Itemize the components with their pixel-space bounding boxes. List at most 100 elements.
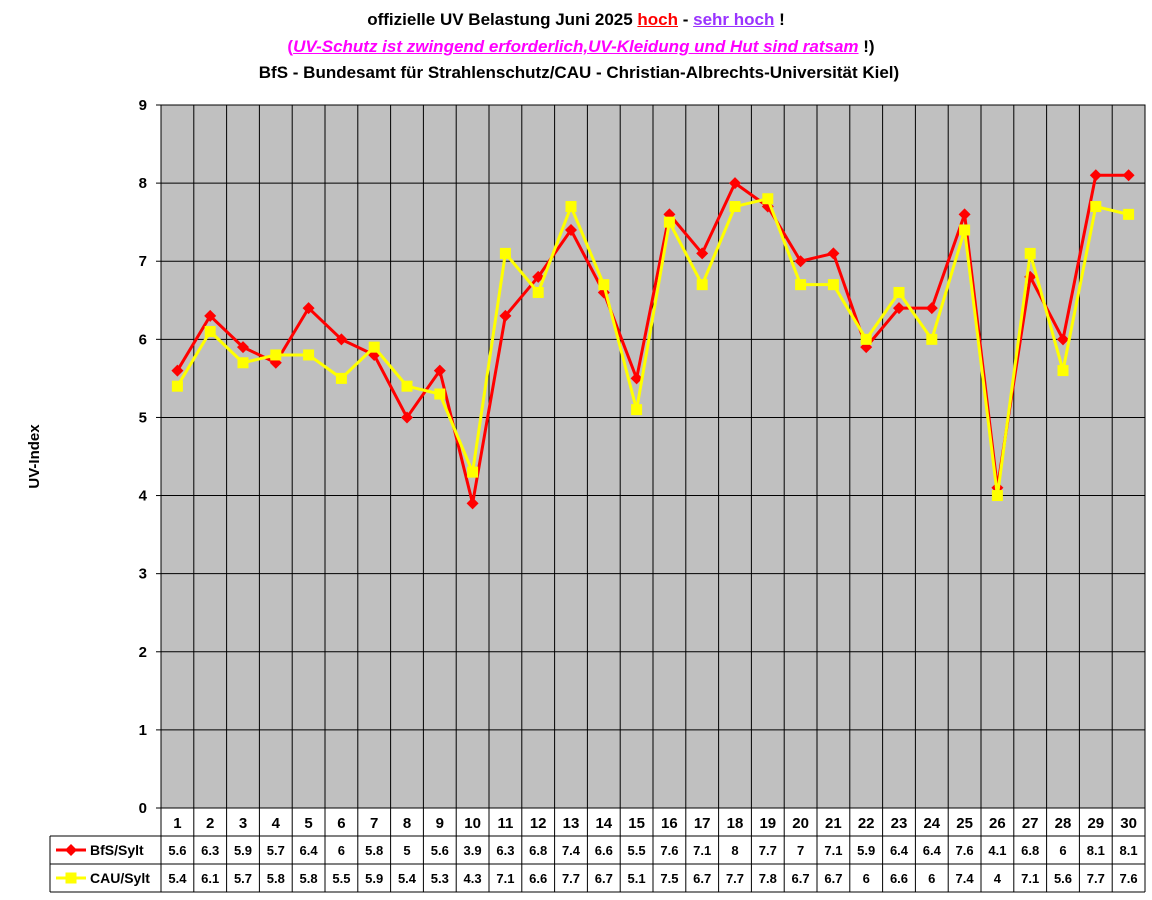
cau-point <box>335 372 347 384</box>
bfs-point <box>827 247 840 260</box>
cau-point <box>171 380 183 392</box>
table-value: 7.5 <box>660 871 678 886</box>
table-value: 6 <box>1059 843 1066 858</box>
chart-title-line1: offizielle UV Belastung Juni 2025 hoch -… <box>0 10 1152 30</box>
cau-point <box>631 404 643 416</box>
series-line-bfs <box>176 173 1129 505</box>
cau-point <box>959 224 971 236</box>
table-value: 6.4 <box>923 843 942 858</box>
cau-point <box>598 279 610 291</box>
cau-point <box>729 201 741 213</box>
y-tick-label: 6 <box>139 331 147 348</box>
bfs-point <box>794 255 807 268</box>
table-value: 5.8 <box>300 871 318 886</box>
x-tick-label: 10 <box>464 815 481 832</box>
x-tick-label: 6 <box>337 815 345 832</box>
table-value: 5.5 <box>628 843 646 858</box>
x-tick-label: 9 <box>436 815 444 832</box>
table-value: 6.4 <box>300 843 319 858</box>
cau-point <box>467 466 479 478</box>
table-value: 6 <box>863 871 870 886</box>
table-value: 7.6 <box>660 843 678 858</box>
bfs-point <box>204 309 217 322</box>
table-value: 6.6 <box>529 871 547 886</box>
cau-point <box>795 279 807 291</box>
cau-point <box>663 216 675 228</box>
cau-point <box>270 349 282 361</box>
table-value: 8 <box>731 843 738 858</box>
cau-point <box>565 201 577 213</box>
table-value: 4.3 <box>464 871 482 886</box>
table-value: 6.6 <box>595 843 613 858</box>
table-value: 5.5 <box>332 871 350 886</box>
cau-point <box>696 279 708 291</box>
table-value: 4 <box>994 871 1002 886</box>
cau-point <box>434 388 446 400</box>
y-tick-label: 5 <box>139 409 147 426</box>
x-tick-label: 23 <box>891 815 908 832</box>
bfs-point <box>893 302 905 315</box>
table-value: 5.4 <box>168 871 187 886</box>
cau-point <box>762 193 774 205</box>
cau-point <box>1057 365 1069 377</box>
bfs-point <box>630 372 643 385</box>
table-value: 3.9 <box>464 843 482 858</box>
bfs-point <box>433 364 446 377</box>
x-tick-label: 15 <box>628 815 645 832</box>
table-value: 6.3 <box>496 843 514 858</box>
table-value: 7.1 <box>1021 871 1039 886</box>
table-value: 6 <box>928 871 935 886</box>
table-value: 7.7 <box>726 871 744 886</box>
x-tick-label: 27 <box>1022 815 1039 832</box>
y-tick-label: 3 <box>139 566 147 583</box>
table-value: 5.3 <box>431 871 449 886</box>
x-tick-label: 17 <box>694 815 711 832</box>
x-tick-label: 1 <box>173 815 181 832</box>
table-value: 5.6 <box>168 843 186 858</box>
y-tick-label: 4 <box>139 488 148 505</box>
x-tick-label: 22 <box>858 815 875 832</box>
y-tick-label: 0 <box>139 800 147 817</box>
title-prefix: offizielle UV Belastung Juni 2025 <box>367 10 638 29</box>
table-value: 7.6 <box>1120 871 1138 886</box>
x-tick-label: 24 <box>923 815 940 832</box>
cau-point <box>237 357 249 369</box>
cau-point <box>926 333 938 345</box>
x-tick-label: 8 <box>403 815 411 832</box>
table-value: 7.7 <box>759 843 777 858</box>
table-value: 7.4 <box>956 871 975 886</box>
bfs-point <box>696 247 709 260</box>
bfs-point <box>1057 333 1069 346</box>
bfs-point <box>729 177 741 190</box>
table-value: 6.4 <box>890 843 909 858</box>
table-value: 5.9 <box>234 843 252 858</box>
title-suffix: ! <box>774 10 785 29</box>
y-tick-label: 8 <box>139 175 147 192</box>
bfs-point <box>401 411 413 424</box>
table-value: 6.1 <box>201 871 219 886</box>
table-value: 6 <box>338 843 345 858</box>
table-value: 6.6 <box>890 871 908 886</box>
table-value: 5.9 <box>857 843 875 858</box>
bfs-point <box>1122 169 1135 182</box>
table-value: 5.7 <box>267 843 285 858</box>
table-value: 7.1 <box>693 843 711 858</box>
bfs-point <box>925 302 938 315</box>
chart-subtitle-line2: (UV-Schutz ist zwingend erforderlich,UV-… <box>5 37 1152 57</box>
y-tick-label: 1 <box>139 722 147 739</box>
legend-label: CAU/Sylt <box>90 870 150 886</box>
table-value: 7.1 <box>824 843 842 858</box>
x-tick-label: 13 <box>563 815 580 832</box>
subtitle-warning: UV-Schutz ist zwingend erforderlich,UV-K… <box>293 37 859 56</box>
table-value: 6.8 <box>529 843 547 858</box>
table-value: 4.1 <box>988 843 1006 858</box>
table-value: 5.6 <box>431 843 449 858</box>
y-tick-label: 2 <box>139 644 147 661</box>
table-value: 8.1 <box>1120 843 1138 858</box>
bfs-point <box>958 208 971 221</box>
table-value: 6.7 <box>595 871 613 886</box>
bfs-point <box>532 270 545 283</box>
table-value: 7.1 <box>496 871 514 886</box>
x-tick-label: 7 <box>370 815 378 832</box>
